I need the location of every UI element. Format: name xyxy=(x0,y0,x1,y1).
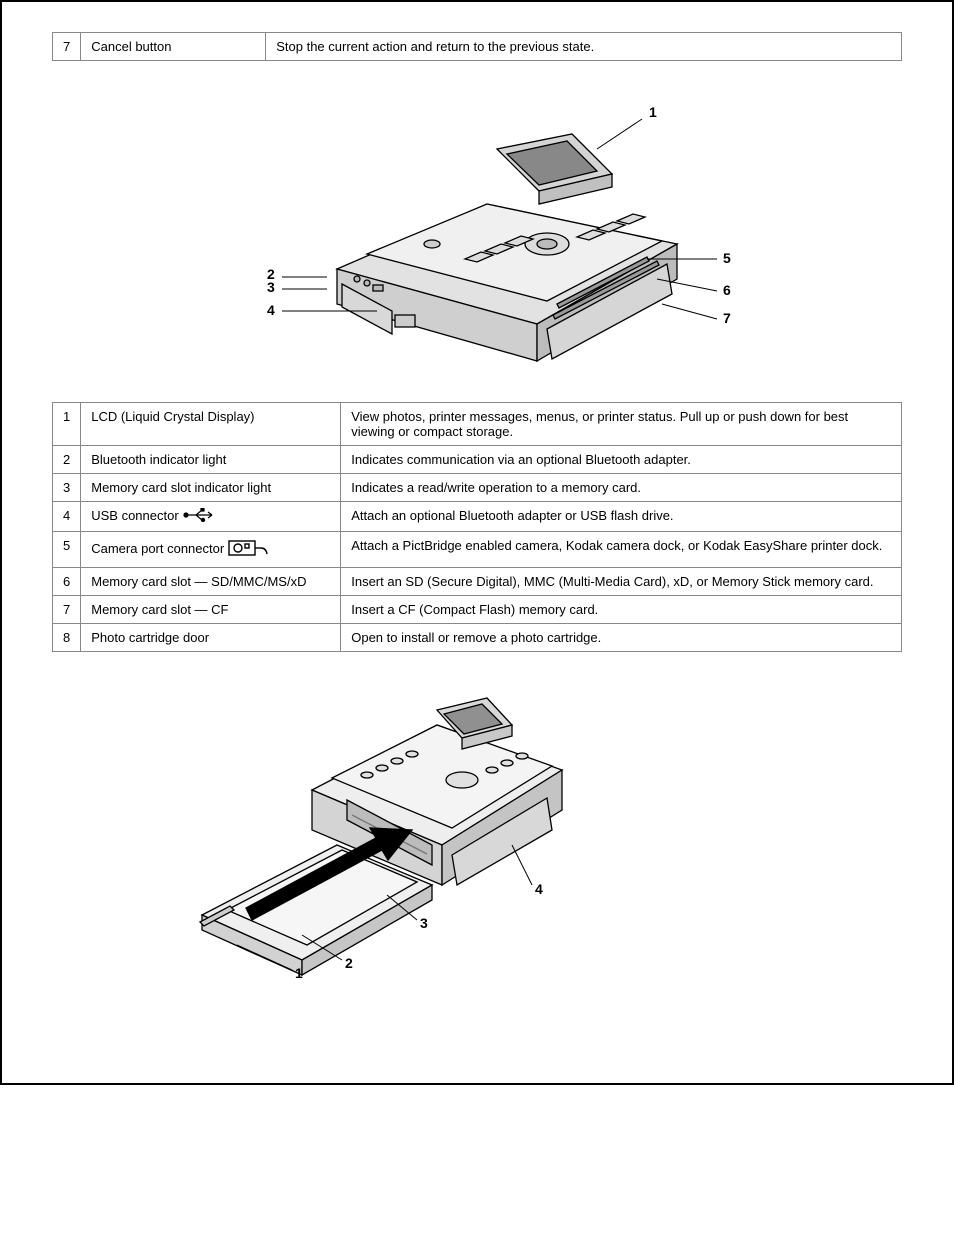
callout-5: 5 xyxy=(723,250,731,266)
callout-3: 3 xyxy=(420,915,428,931)
callout-3: 3 xyxy=(267,279,275,295)
row-desc: Stop the current action and return to th… xyxy=(266,33,902,61)
row-number: 5 xyxy=(53,532,81,568)
row-name: Bluetooth indicator light xyxy=(81,446,341,474)
callout-4: 4 xyxy=(267,302,275,318)
callout-1: 1 xyxy=(295,965,303,981)
callout-2: 2 xyxy=(345,955,353,971)
table-row: 7 Cancel button Stop the current action … xyxy=(53,33,902,61)
row-name: Memory card slot indicator light xyxy=(81,474,341,502)
row-desc: Indicates communication via an optional … xyxy=(341,446,902,474)
table-row: 2 Bluetooth indicator light Indicates co… xyxy=(53,446,902,474)
callout-6: 6 xyxy=(723,282,731,298)
callout-4: 4 xyxy=(535,881,543,897)
table-row: 5 Camera port connector xyxy=(53,532,902,568)
row-desc: Indicates a read/write operation to a me… xyxy=(341,474,902,502)
row-name-text: Camera port connector xyxy=(91,541,228,556)
row-name: Memory card slot — CF xyxy=(81,596,341,624)
parts-table-2: 1 LCD (Liquid Crystal Display) View phot… xyxy=(52,402,902,652)
printer-figure-1: 1 2 3 4 5 6 7 xyxy=(52,79,902,374)
table-row: 8 Photo cartridge door Open to install o… xyxy=(53,624,902,652)
row-name-text: USB connector xyxy=(91,508,182,523)
row-number: 7 xyxy=(53,596,81,624)
camera-port-icon xyxy=(228,538,272,561)
page: 7 Cancel button Stop the current action … xyxy=(0,0,954,1085)
table-row: 3 Memory card slot indicator light Indic… xyxy=(53,474,902,502)
row-number: 4 xyxy=(53,502,81,532)
callout-1: 1 xyxy=(649,104,657,120)
row-name: Memory card slot — SD/MMC/MS/xD xyxy=(81,568,341,596)
row-number: 7 xyxy=(53,33,81,61)
row-desc: Insert a CF (Compact Flash) memory card. xyxy=(341,596,902,624)
row-name: Photo cartridge door xyxy=(81,624,341,652)
callout-7: 7 xyxy=(723,310,731,326)
row-number: 3 xyxy=(53,474,81,502)
usb-icon xyxy=(182,508,216,525)
row-number: 1 xyxy=(53,403,81,446)
printer-diagram-svg: 1 2 3 4 5 6 7 xyxy=(217,79,737,369)
table-row: 7 Memory card slot — CF Insert a CF (Com… xyxy=(53,596,902,624)
parts-table-continued: 7 Cancel button Stop the current action … xyxy=(52,32,902,61)
row-name: Cancel button xyxy=(81,33,266,61)
row-name: USB connector xyxy=(81,502,341,532)
row-number: 8 xyxy=(53,624,81,652)
row-desc: Open to install or remove a photo cartri… xyxy=(341,624,902,652)
row-number: 2 xyxy=(53,446,81,474)
row-number: 6 xyxy=(53,568,81,596)
table-row: 6 Memory card slot — SD/MMC/MS/xD Insert… xyxy=(53,568,902,596)
row-desc: Attach an optional Bluetooth adapter or … xyxy=(341,502,902,532)
printer-tray-diagram-svg: 1 2 3 4 xyxy=(182,670,602,990)
row-desc: Insert an SD (Secure Digital), MMC (Mult… xyxy=(341,568,902,596)
row-name: Camera port connector xyxy=(81,532,341,568)
row-desc: Attach a PictBridge enabled camera, Koda… xyxy=(341,532,902,568)
printer-figure-2: 1 2 3 4 xyxy=(52,670,902,995)
row-desc: View photos, printer messages, menus, or… xyxy=(341,403,902,446)
table-row: 4 USB connector xyxy=(53,502,902,532)
row-name: LCD (Liquid Crystal Display) xyxy=(81,403,341,446)
table-row: 1 LCD (Liquid Crystal Display) View phot… xyxy=(53,403,902,446)
